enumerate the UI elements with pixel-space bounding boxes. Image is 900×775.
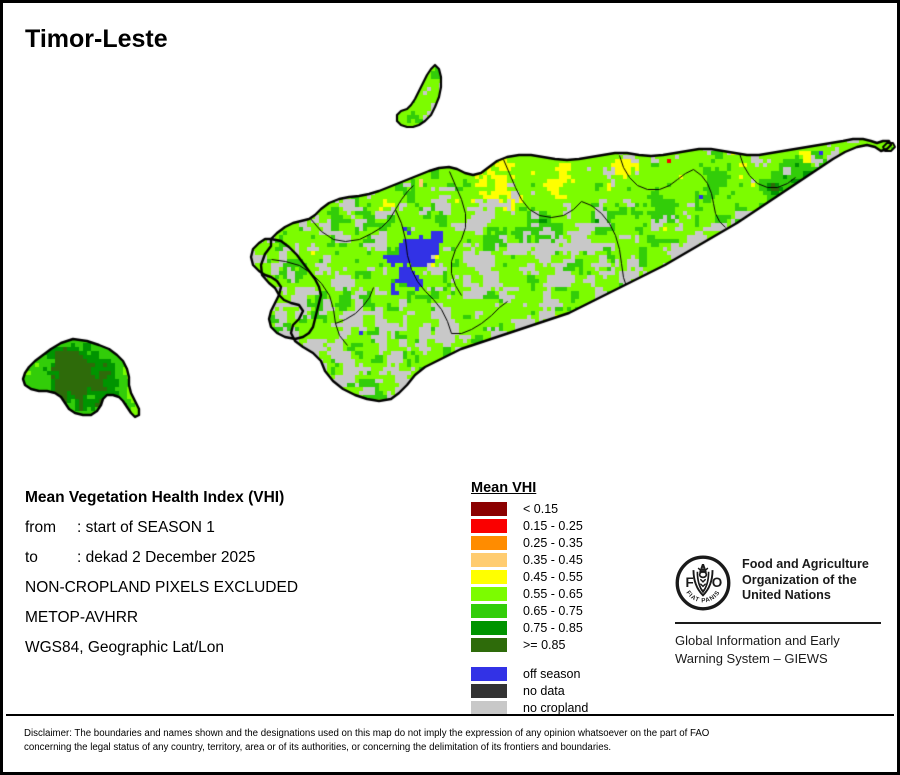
svg-text:F: F: [685, 575, 693, 590]
legend-class-list: < 0.15 0.15 - 0.25 0.25 - 0.35 0.35 - 0.45 0…: [471, 501, 671, 653]
legend-extra-row: no data: [471, 683, 671, 699]
metadata-from-key: from: [25, 519, 56, 536]
metadata-projection: WGS84, Geographic Lat/Lon: [25, 639, 225, 656]
metadata-exclusion: NON-CROPLAND PIXELS EXCLUDED: [25, 579, 299, 596]
legend-class-row: >= 0.85: [471, 637, 671, 653]
legend-extra-swatch: [471, 701, 507, 715]
legend-class-swatch: [471, 638, 507, 652]
legend-class-row: 0.45 - 0.55: [471, 569, 671, 585]
legend-extra-label: no cropland: [523, 701, 589, 715]
metadata-to-key: to: [25, 549, 38, 566]
svg-text:O: O: [712, 575, 722, 590]
fao-branding: F A O FIAT PANIS Food and Agriculture Org…: [675, 555, 885, 668]
svg-text:A: A: [699, 562, 708, 575]
map-area[interactable]: [6, 48, 897, 448]
vhi-raster-map[interactable]: [6, 48, 897, 448]
metadata-from-value: : start of SEASON 1: [77, 519, 215, 536]
disclaimer-box: Disclaimer: The boundaries and names sho…: [6, 714, 894, 769]
legend-extra-swatch: [471, 667, 507, 681]
legend-class-label: 0.55 - 0.65: [523, 587, 583, 601]
legend-extra-label: no data: [523, 684, 565, 698]
legend-class-label: 0.15 - 0.25: [523, 519, 583, 533]
disclaimer-text: Disclaimer: The boundaries and names sho…: [24, 728, 710, 753]
fao-logo-icon: F A O FIAT PANIS: [675, 555, 731, 611]
legend-class-label: 0.65 - 0.75: [523, 604, 583, 618]
metadata-heading: Mean Vegetation Health Index (VHI): [25, 489, 285, 506]
legend-class-swatch: [471, 519, 507, 533]
legend-class-row: 0.25 - 0.35: [471, 535, 671, 551]
metadata-to: to : dekad 2 December 2025: [25, 543, 455, 573]
map-legend: Mean VHI < 0.15 0.15 - 0.25 0.25 - 0.35 0.3…: [471, 479, 671, 717]
legend-class-label: 0.25 - 0.35: [523, 536, 583, 550]
legend-class-row: 0.55 - 0.65: [471, 586, 671, 602]
legend-class-swatch: [471, 536, 507, 550]
map-metadata: Mean Vegetation Health Index (VHI) from:…: [25, 483, 455, 663]
legend-class-swatch: [471, 604, 507, 618]
legend-class-swatch: [471, 570, 507, 584]
legend-class-swatch: [471, 553, 507, 567]
legend-class-row: 0.35 - 0.45: [471, 552, 671, 568]
legend-class-row: 0.15 - 0.25: [471, 518, 671, 534]
legend-class-swatch: [471, 502, 507, 516]
fao-organization-name: Food and Agriculture Organization of the U…: [742, 557, 869, 602]
legend-extra-list: off season no data no cropland: [471, 666, 671, 716]
legend-extra-label: off season: [523, 667, 581, 681]
legend-class-swatch: [471, 587, 507, 601]
fao-divider: [675, 622, 881, 624]
legend-class-row: 0.65 - 0.75: [471, 603, 671, 619]
fao-programme-name: Global Information and Early Warning Syst…: [675, 633, 840, 666]
legend-extra-row: off season: [471, 666, 671, 682]
legend-class-label: >= 0.85: [523, 638, 566, 652]
legend-class-label: 0.35 - 0.45: [523, 553, 583, 567]
legend-class-row: 0.75 - 0.85: [471, 620, 671, 636]
legend-class-label: 0.45 - 0.55: [523, 570, 583, 584]
metadata-from: from : start of SEASON 1: [25, 513, 455, 543]
legend-title: Mean VHI: [471, 480, 537, 496]
metadata-sensor: METOP-AVHRR: [25, 609, 139, 626]
legend-class-swatch: [471, 621, 507, 635]
legend-class-label: < 0.15: [523, 502, 559, 516]
legend-class-row: < 0.15: [471, 501, 671, 517]
legend-extra-row: no cropland: [471, 700, 671, 716]
metadata-to-value: : dekad 2 December 2025: [77, 549, 256, 566]
legend-extra-swatch: [471, 684, 507, 698]
legend-class-label: 0.75 - 0.85: [523, 621, 583, 635]
